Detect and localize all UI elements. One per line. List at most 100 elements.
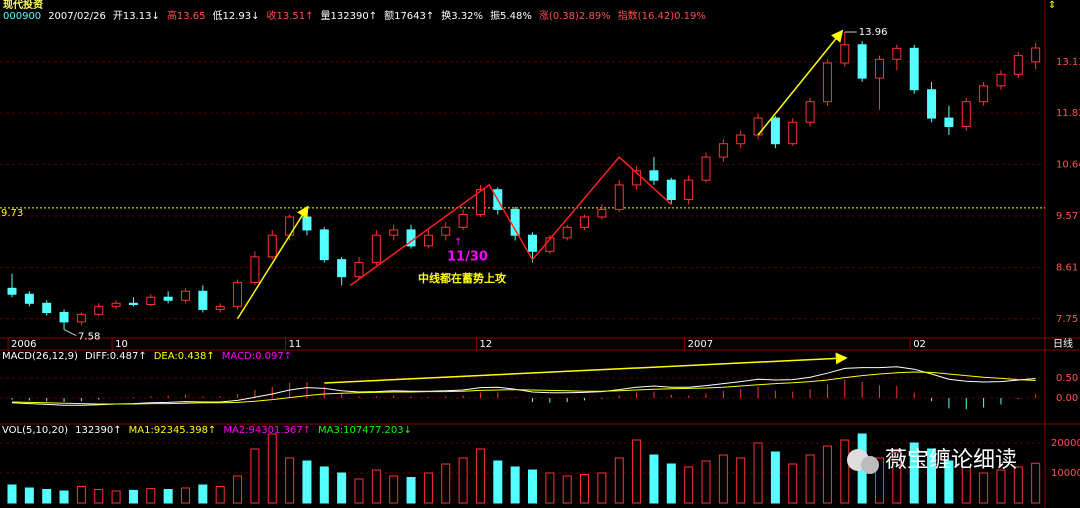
legend-item: MACD(26,12,9) <box>2 351 78 362</box>
trend-line <box>757 29 844 136</box>
candle-body <box>805 101 815 123</box>
volume-bar <box>840 439 850 504</box>
candle-body <box>337 259 347 278</box>
y-tick-label: 9.57 <box>1056 211 1078 222</box>
volume-bar <box>996 469 1006 504</box>
volume-bar <box>701 460 711 504</box>
annotation: 中线都在蓄势上攻 <box>418 271 507 285</box>
watermark: 薇宝缠论细读 <box>847 448 1017 474</box>
volume-bar <box>94 489 104 504</box>
dea-line <box>11 371 1036 405</box>
legend-item: 量132390↑ <box>321 10 378 22</box>
diff-line <box>11 366 1036 406</box>
x-tick-label: 2006 <box>11 339 36 350</box>
volume-bar <box>406 477 416 504</box>
candle-body <box>701 156 711 181</box>
y-tick-label: 0.00 <box>1056 393 1078 404</box>
volume-bar <box>510 466 520 504</box>
volume-bar <box>319 466 329 504</box>
min-pointer <box>63 329 77 337</box>
volume-bar <box>458 457 468 504</box>
candle-body <box>441 226 451 236</box>
y-tick-label: 100000 <box>1051 468 1080 479</box>
candle-body <box>111 302 121 307</box>
candle-body <box>961 101 971 127</box>
volume-bar <box>961 466 971 504</box>
candle-body <box>76 313 86 323</box>
watermark-text: 薇宝缠论细读 <box>885 448 1017 473</box>
candle-body <box>857 44 867 79</box>
legend-item: MA3:107477.203↓ <box>318 425 412 436</box>
volume-bar <box>441 463 451 504</box>
x-tick-label: 02 <box>913 339 926 350</box>
candle-body <box>684 179 694 200</box>
volume-bar <box>684 466 694 504</box>
x-tick-label: 12 <box>479 339 492 350</box>
volume-bar <box>250 448 260 504</box>
volume-bar <box>302 460 312 504</box>
volume-bar <box>753 442 763 504</box>
candle-body <box>302 216 312 231</box>
volume-bar <box>927 448 937 504</box>
volume-bar <box>493 460 503 504</box>
volume-bar <box>59 490 69 504</box>
corner-icon: ⇕ <box>1048 0 1056 11</box>
legend-item: 涨(0.38)2.89% <box>539 10 611 22</box>
legend-item: MA2:94301.367↑ <box>223 425 311 436</box>
y-tick-label: 11.82 <box>1056 108 1080 119</box>
volume-bar <box>580 474 590 504</box>
legend-item: 132390↑ <box>75 425 122 436</box>
volume-bar <box>788 463 798 504</box>
x-tick-label: 10 <box>115 339 128 350</box>
legend-item: 低12.93↓ <box>212 9 259 22</box>
volume-bar <box>215 486 225 504</box>
volume-bar <box>423 472 433 504</box>
candle-body <box>562 226 572 239</box>
reference-label: 9.73 <box>1 208 23 219</box>
volume-bar <box>198 484 208 504</box>
candle-body <box>788 121 798 145</box>
candle-body <box>580 216 590 228</box>
candle-body <box>24 293 34 304</box>
legend-item: 振5.48% <box>490 9 532 22</box>
volume-bar <box>1031 462 1041 504</box>
legend-item: 收13.51↑ <box>267 9 314 22</box>
candle-body <box>1031 47 1041 63</box>
volume-bar <box>146 488 156 504</box>
volume-bar <box>892 451 902 504</box>
volume-bar <box>337 472 347 504</box>
volume-bar <box>24 487 34 504</box>
volume-bar <box>875 457 884 504</box>
candle-body <box>927 89 937 119</box>
candle-body <box>597 208 607 218</box>
candle-body <box>840 44 850 64</box>
candle-body <box>979 85 989 103</box>
legend-item: 高13.65 <box>167 9 206 22</box>
legend-item: 指数(16.42)0.19% <box>618 9 706 22</box>
candle-body <box>94 305 104 315</box>
y-tick-label: 10.64 <box>1056 159 1080 170</box>
candle-body <box>319 229 329 261</box>
volume-bar <box>475 448 485 504</box>
candle-body <box>267 234 277 258</box>
x-tick-label: 2007 <box>688 339 713 350</box>
volume-bar <box>1013 466 1023 504</box>
candle-body <box>233 281 243 307</box>
candle-body <box>528 234 537 252</box>
volume-bar <box>76 486 86 504</box>
candle-body <box>736 134 746 145</box>
legend-item: 000900 <box>3 11 41 22</box>
candle-body <box>215 305 225 310</box>
legend-item: 换3.32% <box>441 9 483 22</box>
candle-body <box>649 170 659 181</box>
volume-bar <box>181 487 190 504</box>
trend-line <box>236 205 309 320</box>
candle-body <box>996 73 1006 87</box>
candle-body <box>458 213 468 228</box>
volume-bar <box>666 463 676 504</box>
candle-body <box>1013 55 1023 75</box>
max-label: 13.96 <box>859 27 888 38</box>
candle-body <box>475 189 485 215</box>
volume-bar <box>233 475 243 504</box>
